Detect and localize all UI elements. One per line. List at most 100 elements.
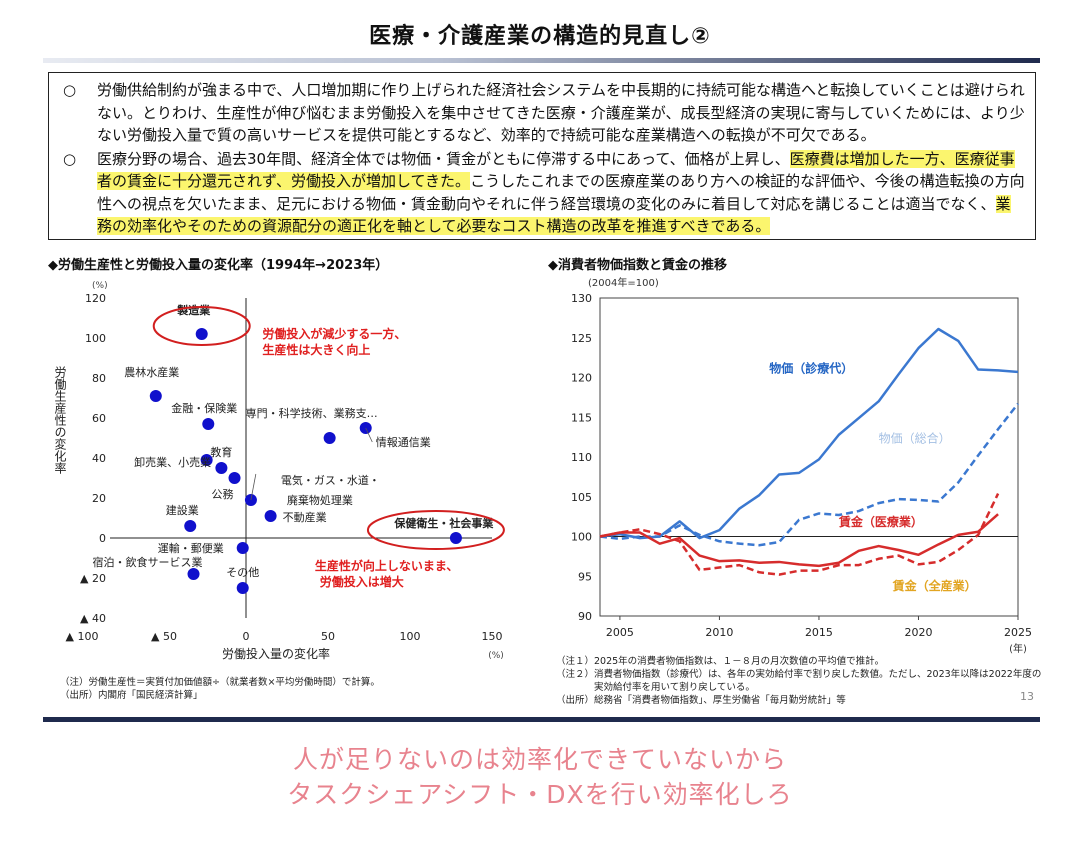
point-label: 農林水産業 bbox=[124, 365, 179, 379]
paragraph-2: ○ 医療分野の場合、過去30年間、経済全体では物価・賃金がともに停滞する中にあっ… bbox=[63, 148, 1025, 238]
point-label: 運輸・郵便業 bbox=[158, 541, 224, 555]
summary-box: ○ 労働供給制約が強まる中で、人口増加期に作り上げられた経済社会システムを中長期… bbox=[48, 72, 1036, 240]
series-line bbox=[599, 327, 1019, 540]
scatter-point bbox=[195, 328, 208, 340]
y-tick-label: 20 bbox=[92, 492, 106, 505]
y-tick-label: ▲ 40 bbox=[80, 612, 106, 625]
point-label: 不動産業 bbox=[283, 510, 327, 524]
y-tick-label: 105 bbox=[571, 491, 592, 504]
x-tick-label: 0 bbox=[243, 630, 250, 643]
x-unit: (%) bbox=[488, 651, 504, 660]
bullet-circle: ○ bbox=[63, 149, 77, 168]
page-title: 医療・介護産業の構造的見直し② bbox=[369, 24, 711, 49]
highlight-ellipse-health bbox=[366, 510, 505, 550]
y-unit: (%) bbox=[92, 281, 108, 291]
paragraph-1-text: 労働供給制約が強まる中で、人口増加期に作り上げられた経済社会システムを中長期的に… bbox=[97, 81, 1025, 144]
bullet-circle: ○ bbox=[63, 81, 77, 99]
line-source: （出所）総務省「消費者物価指数」、厚生労働省「毎月勤労統計」等 bbox=[556, 695, 846, 706]
title-underline bbox=[43, 58, 1040, 63]
x-unit: (年) bbox=[1009, 642, 1027, 655]
line-notes: （注１）2025年の消費者物価指数は、１－８月の月次数値の平均値で推計。 （注２… bbox=[556, 655, 1041, 707]
scatter-point bbox=[200, 454, 213, 466]
y-axis-label: 労働生産性の変化率 bbox=[53, 366, 67, 474]
y-tick-label: 100 bbox=[85, 332, 106, 345]
point-label: 金融・保険業 bbox=[171, 401, 237, 415]
scatter-point bbox=[187, 568, 200, 580]
scatter-point bbox=[215, 462, 228, 474]
y-tick-label: 95 bbox=[578, 570, 592, 583]
x-tick-label: 50 bbox=[321, 630, 335, 643]
series-label: 賃金（全産業） bbox=[892, 578, 977, 593]
series-line bbox=[599, 513, 999, 568]
annotation-text: 生産性が向上しないまま、 bbox=[315, 558, 459, 573]
footer-bar bbox=[43, 717, 1040, 722]
scatter-point bbox=[149, 390, 162, 402]
point-label: 電気・ガス・水道・ bbox=[281, 473, 380, 487]
page-number: 13 bbox=[1020, 690, 1034, 703]
leader-line bbox=[365, 427, 373, 443]
line-note-2b: 実効給付率を用いて割り戻している。 bbox=[556, 682, 755, 693]
scatter-point bbox=[323, 432, 336, 444]
y-tick-label: 90 bbox=[578, 610, 592, 623]
caption-line-2: タスクシェアシフト・DXを行い効率化しろ bbox=[287, 780, 793, 809]
point-label: その他 bbox=[226, 566, 259, 579]
y-tick-label: 125 bbox=[571, 332, 592, 345]
scatter-point bbox=[228, 472, 241, 484]
x-tick-label: 2025 bbox=[1004, 626, 1032, 639]
scatter-chart-title: ◆労働生産性と労働投入量の変化率（1994年→2023年） bbox=[48, 258, 389, 273]
point-label: 教育 bbox=[210, 445, 232, 459]
plot-frame bbox=[599, 297, 1019, 617]
annotation-text: 生産性は大きく向上 bbox=[262, 342, 370, 357]
y-tick-label: 40 bbox=[92, 452, 106, 465]
y-tick-label: 110 bbox=[571, 451, 592, 464]
scatter-note: （注）労働生産性＝実質付加価値額÷（就業者数×平均労働時間）で計算。 bbox=[60, 677, 380, 688]
y-tick-label: 120 bbox=[85, 292, 106, 305]
x-tick-label: 100 bbox=[400, 630, 421, 643]
point-label: 建設業 bbox=[166, 503, 199, 517]
highlight-ellipse-manufacturing bbox=[152, 306, 251, 346]
scatter-point bbox=[184, 520, 197, 532]
line-chart: (2004年=100) 90 95 100 105 110 115 120 125 130 2005… bbox=[571, 276, 1032, 655]
scatter-point bbox=[236, 542, 249, 554]
point-label: 保健衛生・社会事業 bbox=[393, 516, 494, 530]
y-tick-label: ▲ 20 bbox=[80, 572, 106, 585]
line-note-1: （注１）2025年の消費者物価指数は、１－８月の月次数値の平均値で推計。 bbox=[556, 656, 885, 667]
y-tick-label: 120 bbox=[571, 372, 592, 385]
caption-line-1: 人が足りないのは効率化できていないから bbox=[292, 745, 787, 774]
paragraph-2-text-2: こうしたこれまでの医療産業のあり方への検証的な評価や、今後の構造転換の方向性への… bbox=[97, 172, 1025, 213]
scatter-point bbox=[449, 532, 462, 544]
x-tick-label: 150 bbox=[482, 630, 503, 643]
y-tick-label: 80 bbox=[92, 372, 106, 385]
point-label: 情報通信業 bbox=[376, 436, 431, 449]
series-line bbox=[599, 402, 1019, 547]
series-label: 賃金（医療業） bbox=[838, 514, 923, 529]
line-note-2: （注２）消費者物価指数（診療代）は、各年の実効給付率で割り戻した数値。ただし、2… bbox=[556, 669, 1042, 680]
point-label: 専門・科学技術、業務支… bbox=[246, 406, 378, 420]
scatter-point bbox=[244, 494, 257, 506]
x-tick-label: ▲ 50 bbox=[151, 630, 177, 643]
point-label: 卸売業、小売業 bbox=[134, 455, 211, 469]
series-label: 物価（総合） bbox=[879, 431, 951, 446]
y-tick-label: 60 bbox=[92, 412, 106, 425]
point-label: 製造業 bbox=[176, 303, 211, 317]
scatter-point bbox=[236, 582, 249, 594]
x-tick-label: 2020 bbox=[904, 626, 932, 639]
scatter-point bbox=[202, 418, 215, 430]
paragraph-1: ○ 労働供給制約が強まる中で、人口増加期に作り上げられた経済社会システムを中長期… bbox=[63, 79, 1025, 147]
point-label: 廃棄物処理業 bbox=[287, 493, 353, 507]
scatter-source: （出所）内閣府「国民経済計算」 bbox=[60, 690, 203, 701]
y-tick-label: 130 bbox=[571, 292, 592, 305]
y-tick-label: 100 bbox=[571, 531, 592, 544]
annotation-text: 労働投入が減少する一方、 bbox=[262, 326, 406, 341]
y-tick-label: 115 bbox=[571, 411, 592, 424]
scatter-point bbox=[264, 510, 277, 522]
leader-line bbox=[250, 473, 257, 501]
x-tick-label: ▲ 100 bbox=[66, 630, 99, 643]
point-label: 公務 bbox=[212, 487, 234, 501]
x-axis-label: 労働投入量の変化率 bbox=[222, 646, 330, 660]
paragraph-2-text-1: 医療分野の場合、過去30年間、経済全体では物価・賃金がともに停滞する中にあって、… bbox=[97, 149, 790, 168]
x-tick-label: 2005 bbox=[606, 626, 634, 639]
x-tick-label: 2015 bbox=[805, 626, 833, 639]
point-label: 宿泊・飲食サービス業 bbox=[93, 555, 203, 569]
